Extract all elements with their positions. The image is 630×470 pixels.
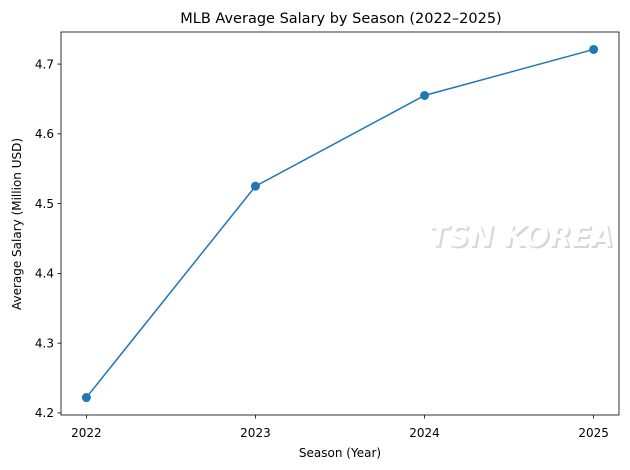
plot-frame [60, 31, 620, 416]
y-tick-label: 4.4 [35, 267, 54, 281]
chart-title: MLB Average Salary by Season (2022–2025) [180, 11, 501, 27]
x-tick-label: 2023 [240, 426, 271, 440]
y-tick-label: 4.2 [35, 406, 54, 420]
x-tick-label: 2022 [71, 426, 102, 440]
watermark-logo: TSN KOREA TSN KOREA [429, 219, 616, 255]
x-axis: 2022 2023 2024 2025 [71, 415, 609, 440]
plot-area [81, 44, 599, 403]
data-point [81, 393, 91, 403]
data-point [250, 181, 260, 191]
data-point [589, 44, 599, 54]
y-axis-label: Average Salary (Million USD) [10, 138, 24, 310]
y-tick-label: 4.5 [35, 197, 54, 211]
data-point [420, 90, 430, 100]
y-tick-label: 4.7 [35, 57, 54, 71]
y-axis: 4.2 4.3 4.4 4.5 4.6 4.7 [35, 57, 61, 420]
x-tick-label: 2025 [578, 426, 609, 440]
svg-text:TSN KOREA: TSN KOREA [429, 219, 614, 253]
series-line [85, 48, 594, 399]
svg-text:TSN KOREA: TSN KOREA [431, 221, 616, 255]
y-tick-label: 4.6 [35, 127, 54, 141]
x-axis-label: Season (Year) [299, 446, 381, 460]
x-tick-label: 2024 [409, 426, 440, 440]
y-tick-label: 4.3 [35, 336, 54, 350]
